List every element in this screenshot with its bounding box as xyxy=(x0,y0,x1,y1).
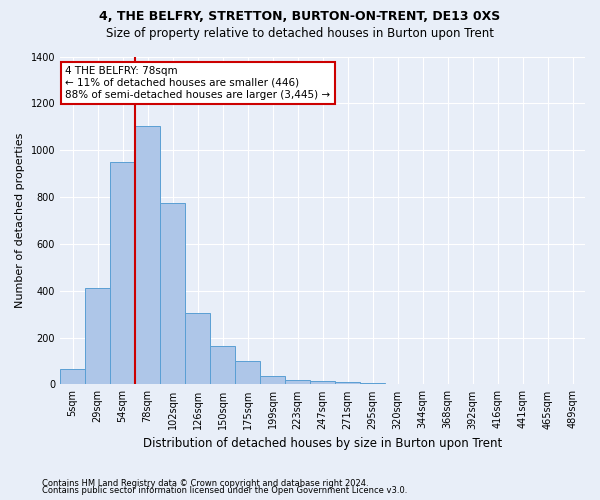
Y-axis label: Number of detached properties: Number of detached properties xyxy=(15,133,25,308)
Bar xyxy=(160,203,185,384)
Bar xyxy=(60,369,85,384)
Bar xyxy=(235,361,260,384)
Bar xyxy=(185,313,210,384)
Bar xyxy=(260,376,285,384)
Text: 4 THE BELFRY: 78sqm
← 11% of detached houses are smaller (446)
88% of semi-detac: 4 THE BELFRY: 78sqm ← 11% of detached ho… xyxy=(65,66,331,100)
Bar xyxy=(285,380,310,384)
Bar xyxy=(110,162,135,384)
Text: Contains HM Land Registry data © Crown copyright and database right 2024.: Contains HM Land Registry data © Crown c… xyxy=(42,478,368,488)
Text: Size of property relative to detached houses in Burton upon Trent: Size of property relative to detached ho… xyxy=(106,28,494,40)
Bar xyxy=(135,126,160,384)
X-axis label: Distribution of detached houses by size in Burton upon Trent: Distribution of detached houses by size … xyxy=(143,437,502,450)
Bar xyxy=(310,381,335,384)
Bar xyxy=(210,346,235,385)
Bar xyxy=(85,288,110,384)
Bar xyxy=(335,382,360,384)
Text: 4, THE BELFRY, STRETTON, BURTON-ON-TRENT, DE13 0XS: 4, THE BELFRY, STRETTON, BURTON-ON-TRENT… xyxy=(100,10,500,23)
Text: Contains public sector information licensed under the Open Government Licence v3: Contains public sector information licen… xyxy=(42,486,407,495)
